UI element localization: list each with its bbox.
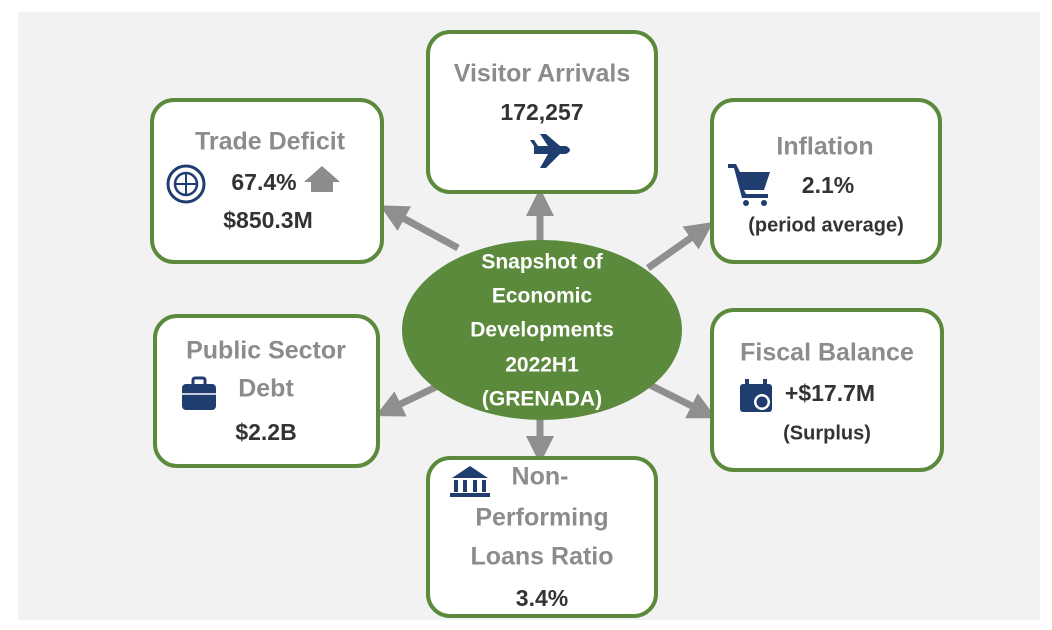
node-title: Debt xyxy=(238,375,294,403)
node-value: 3.4% xyxy=(516,585,568,611)
node-value: (period average) xyxy=(748,214,904,236)
node-title: Public Sector xyxy=(186,337,346,365)
node-value: 172,257 xyxy=(500,99,583,125)
node-title: Trade Deficit xyxy=(195,128,346,156)
node-title: Visitor Arrivals xyxy=(454,60,630,88)
arrow xyxy=(648,381,717,419)
node-value: 67.4% xyxy=(231,169,296,195)
arrow xyxy=(375,381,442,417)
center-text: Snapshot of xyxy=(481,251,603,274)
node-box xyxy=(153,314,380,468)
node-title: Inflation xyxy=(776,133,873,161)
node-value: $2.2B xyxy=(235,419,296,445)
cart-icon xyxy=(728,164,770,206)
calendar-icon xyxy=(740,379,772,412)
node-title: Loans Ratio xyxy=(470,543,613,571)
connectors xyxy=(375,188,717,464)
arrow xyxy=(379,205,460,252)
plane-icon xyxy=(530,134,570,168)
node-box xyxy=(150,98,384,264)
node-box xyxy=(426,456,658,618)
center-text: (GRENADA) xyxy=(482,388,602,411)
node-value: +$17.7M xyxy=(785,380,875,406)
node-title: Performing xyxy=(475,504,608,532)
center-text: 2022H1 xyxy=(505,354,579,377)
node-title: Non- xyxy=(512,463,569,491)
node-title: Fiscal Balance xyxy=(740,339,914,367)
node-value: $850.3M xyxy=(223,207,313,233)
up-arrow-icon xyxy=(304,166,340,192)
center-text: Developments xyxy=(470,319,614,342)
briefcase-icon xyxy=(182,376,216,410)
center-text: Economic xyxy=(492,285,593,308)
center-ellipse xyxy=(402,240,682,420)
node-value: 2.1% xyxy=(802,172,854,198)
node-box xyxy=(710,308,944,472)
node-box xyxy=(710,98,942,264)
globe-icon xyxy=(166,164,206,204)
node-box xyxy=(426,30,658,194)
node-value: (Surplus) xyxy=(783,422,871,444)
bank-icon xyxy=(450,466,490,497)
arrow xyxy=(645,221,714,271)
